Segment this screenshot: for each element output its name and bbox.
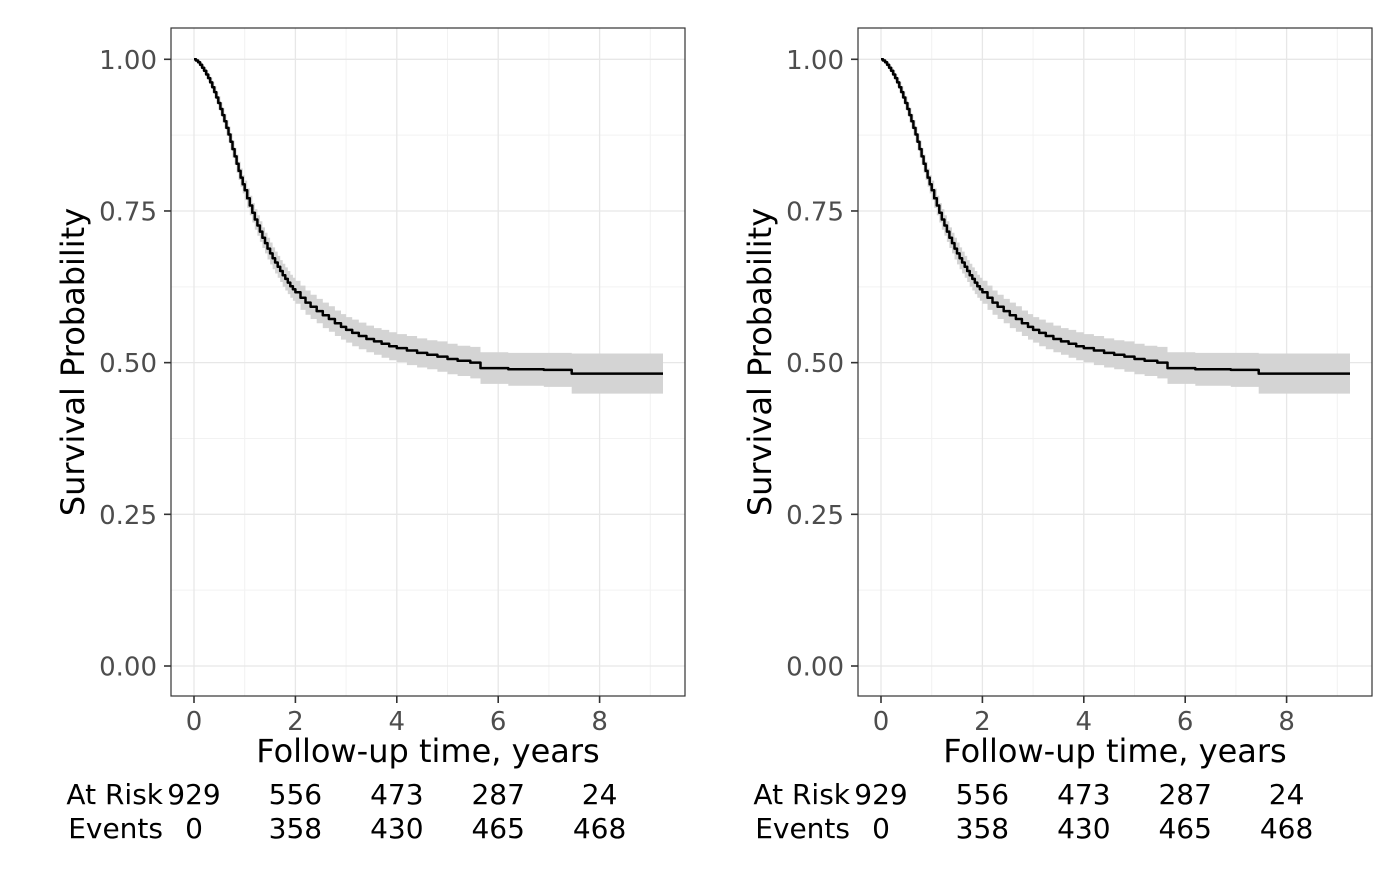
- x-tick-label: 6: [1177, 707, 1194, 737]
- risk-value: 358: [956, 812, 1009, 845]
- x-tick-label: 2: [974, 707, 991, 737]
- y-tick-label: 1.00: [99, 46, 157, 76]
- x-tick-label: 0: [186, 707, 203, 737]
- risk-value: 465: [1158, 812, 1211, 845]
- risk-row-label: Events: [755, 812, 850, 845]
- y-axis-title: Survival Probability: [54, 208, 92, 516]
- y-tick-label: 0.50: [786, 349, 844, 379]
- km-curve: [194, 58, 663, 375]
- confidence-band: [194, 59, 663, 394]
- risk-value: 473: [370, 778, 423, 811]
- confidence-band: [881, 59, 1350, 394]
- risk-value: 430: [1057, 812, 1110, 845]
- x-tick-label: 0: [873, 707, 890, 737]
- risk-row-label: At Risk: [66, 778, 163, 811]
- risk-value: 0: [185, 812, 203, 845]
- km-curve: [881, 58, 1350, 375]
- risk-value: 287: [471, 778, 524, 811]
- risk-value: 468: [573, 812, 626, 845]
- x-tick-label: 2: [287, 707, 304, 737]
- x-tick-label: 8: [1278, 707, 1295, 737]
- risk-value: 287: [1158, 778, 1211, 811]
- x-tick-label: 8: [591, 707, 608, 737]
- y-tick-label: 0.00: [99, 653, 157, 683]
- risk-value: 556: [956, 778, 1009, 811]
- risk-value: 430: [370, 812, 423, 845]
- risk-value: 24: [1269, 778, 1305, 811]
- risk-value: 473: [1057, 778, 1110, 811]
- x-axis-title: Follow-up time, years: [256, 732, 599, 770]
- risk-value: 468: [1260, 812, 1313, 845]
- risk-value: 556: [269, 778, 322, 811]
- y-tick-label: 0.25: [99, 501, 157, 531]
- risk-value: 0: [872, 812, 890, 845]
- risk-value: 929: [167, 778, 220, 811]
- x-tick-label: 4: [1076, 707, 1093, 737]
- x-tick-label: 6: [490, 707, 507, 737]
- y-tick-label: 0.50: [99, 349, 157, 379]
- y-tick-label: 0.00: [786, 653, 844, 683]
- y-tick-label: 0.75: [786, 197, 844, 227]
- y-tick-label: 0.25: [786, 501, 844, 531]
- risk-value: 465: [471, 812, 524, 845]
- risk-row-label: At Risk: [753, 778, 850, 811]
- risk-value: 929: [854, 778, 907, 811]
- x-tick-label: 4: [389, 707, 406, 737]
- y-tick-label: 1.00: [786, 46, 844, 76]
- y-axis-title: Survival Probability: [741, 208, 779, 516]
- risk-value: 24: [582, 778, 618, 811]
- x-axis-title: Follow-up time, years: [943, 732, 1286, 770]
- y-tick-label: 0.75: [99, 197, 157, 227]
- risk-row-label: Events: [68, 812, 163, 845]
- risk-value: 358: [269, 812, 322, 845]
